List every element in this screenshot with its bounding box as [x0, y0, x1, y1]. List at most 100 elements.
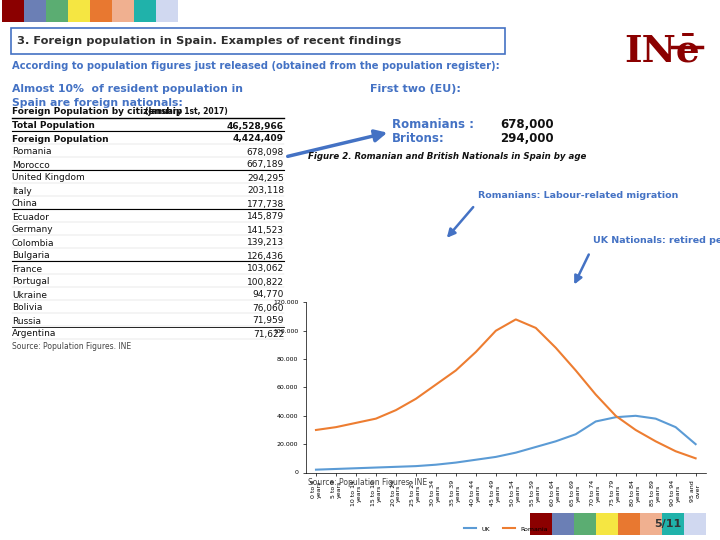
Text: 71,959: 71,959	[253, 316, 284, 326]
Romania	[671, 448, 680, 455]
Text: China: China	[12, 199, 38, 208]
Romania	[431, 381, 440, 388]
Text: Argentina: Argentina	[12, 329, 56, 339]
UK	[591, 418, 600, 424]
Text: Morocco: Morocco	[12, 160, 50, 170]
Bar	[618, 513, 640, 535]
Romania	[392, 407, 400, 414]
UK	[511, 449, 520, 456]
Text: 46,528,966: 46,528,966	[227, 122, 284, 131]
Text: Bulgaria: Bulgaria	[12, 252, 50, 260]
Text: 294,000: 294,000	[500, 132, 554, 145]
Romania	[611, 413, 620, 419]
Text: Figure 2. Romanian and British Nationals in Spain by age: Figure 2. Romanian and British Nationals…	[308, 152, 586, 161]
UK	[492, 454, 500, 460]
Romania	[572, 367, 580, 374]
Romania	[312, 427, 320, 433]
Text: According to population figures just released (obtained from the population regi: According to population figures just rel…	[12, 61, 500, 71]
UK	[691, 441, 700, 447]
Bar	[24, 0, 46, 22]
Text: Ecuador: Ecuador	[12, 213, 49, 221]
Bar	[662, 513, 684, 535]
Text: Germany: Germany	[12, 226, 53, 234]
Text: Britons:: Britons:	[392, 132, 445, 145]
UK	[631, 413, 640, 419]
Text: 678,098: 678,098	[247, 147, 284, 157]
Text: Ukraine: Ukraine	[12, 291, 47, 300]
Legend: UK, Romania: UK, Romania	[462, 524, 550, 534]
Bar	[596, 513, 618, 535]
UK	[671, 424, 680, 430]
Text: Russia: Russia	[12, 316, 41, 326]
Text: Romanians: Labour-related migration: Romanians: Labour-related migration	[478, 191, 678, 200]
Romania	[372, 415, 380, 422]
Text: 126,436: 126,436	[247, 252, 284, 260]
Romania	[552, 345, 560, 351]
Text: 678,000: 678,000	[500, 118, 554, 131]
Romania	[412, 395, 420, 402]
Romania	[631, 427, 640, 433]
Text: 71,622: 71,622	[253, 329, 284, 339]
Romania	[511, 316, 520, 322]
Text: (January 1st, 2017): (January 1st, 2017)	[145, 107, 228, 117]
Romania	[591, 392, 600, 398]
FancyBboxPatch shape	[11, 28, 505, 54]
Bar	[46, 0, 68, 22]
Bar	[640, 513, 662, 535]
UK	[552, 438, 560, 444]
Text: 103,062: 103,062	[247, 265, 284, 273]
Text: France: France	[12, 265, 42, 273]
Text: Romanians :: Romanians :	[392, 118, 474, 131]
UK	[611, 414, 620, 421]
Bar	[134, 0, 156, 22]
Text: Total Population: Total Population	[12, 122, 95, 131]
Romania	[472, 349, 480, 355]
Text: Almost 10%  of resident population in
Spain are foreign nationals:: Almost 10% of resident population in Spa…	[12, 84, 243, 108]
Bar	[112, 0, 134, 22]
Bar	[530, 513, 552, 535]
Text: 141,523: 141,523	[247, 226, 284, 234]
Bar	[574, 513, 596, 535]
Romania	[652, 438, 660, 444]
Bar	[156, 0, 178, 22]
Text: 203,118: 203,118	[247, 186, 284, 195]
Text: 4,424,409: 4,424,409	[233, 134, 284, 144]
UK	[652, 415, 660, 422]
Bar	[552, 513, 574, 535]
Line: UK: UK	[316, 416, 696, 470]
Text: 5/11: 5/11	[654, 519, 682, 529]
UK	[351, 465, 360, 471]
Romania	[451, 367, 460, 374]
UK	[431, 462, 440, 468]
UK	[392, 463, 400, 470]
UK	[372, 464, 380, 471]
UK	[312, 467, 320, 473]
Romania	[492, 327, 500, 334]
Line: Romania: Romania	[316, 319, 696, 458]
Text: Foreign Population by citizenship: Foreign Population by citizenship	[12, 107, 182, 117]
UK	[412, 463, 420, 469]
Text: Portugal: Portugal	[12, 278, 50, 287]
Text: Italy: Italy	[12, 186, 32, 195]
Text: 177,738: 177,738	[247, 199, 284, 208]
Text: 3. Foreign population in Spain. Examples of recent findings: 3. Foreign population in Spain. Examples…	[17, 36, 401, 46]
Text: Source: Population Figures. INE: Source: Population Figures. INE	[308, 478, 427, 487]
Romania	[691, 455, 700, 462]
Text: 145,879: 145,879	[247, 213, 284, 221]
Text: Bolivia: Bolivia	[12, 303, 42, 313]
Text: 100,822: 100,822	[247, 278, 284, 287]
Bar	[90, 0, 112, 22]
Text: 139,213: 139,213	[247, 239, 284, 247]
Romania	[351, 420, 360, 426]
Text: Romania: Romania	[12, 147, 52, 157]
Text: INē: INē	[624, 32, 700, 69]
Text: United Kingdom: United Kingdom	[12, 173, 85, 183]
Text: Source: Population Figures. INE: Source: Population Figures. INE	[12, 342, 131, 351]
Romania	[531, 325, 540, 331]
Text: 667,189: 667,189	[247, 160, 284, 170]
Bar	[684, 513, 706, 535]
UK	[531, 444, 540, 450]
Text: 294,295: 294,295	[247, 173, 284, 183]
Text: UK Nationals: retired people: UK Nationals: retired people	[593, 236, 720, 245]
UK	[472, 456, 480, 463]
